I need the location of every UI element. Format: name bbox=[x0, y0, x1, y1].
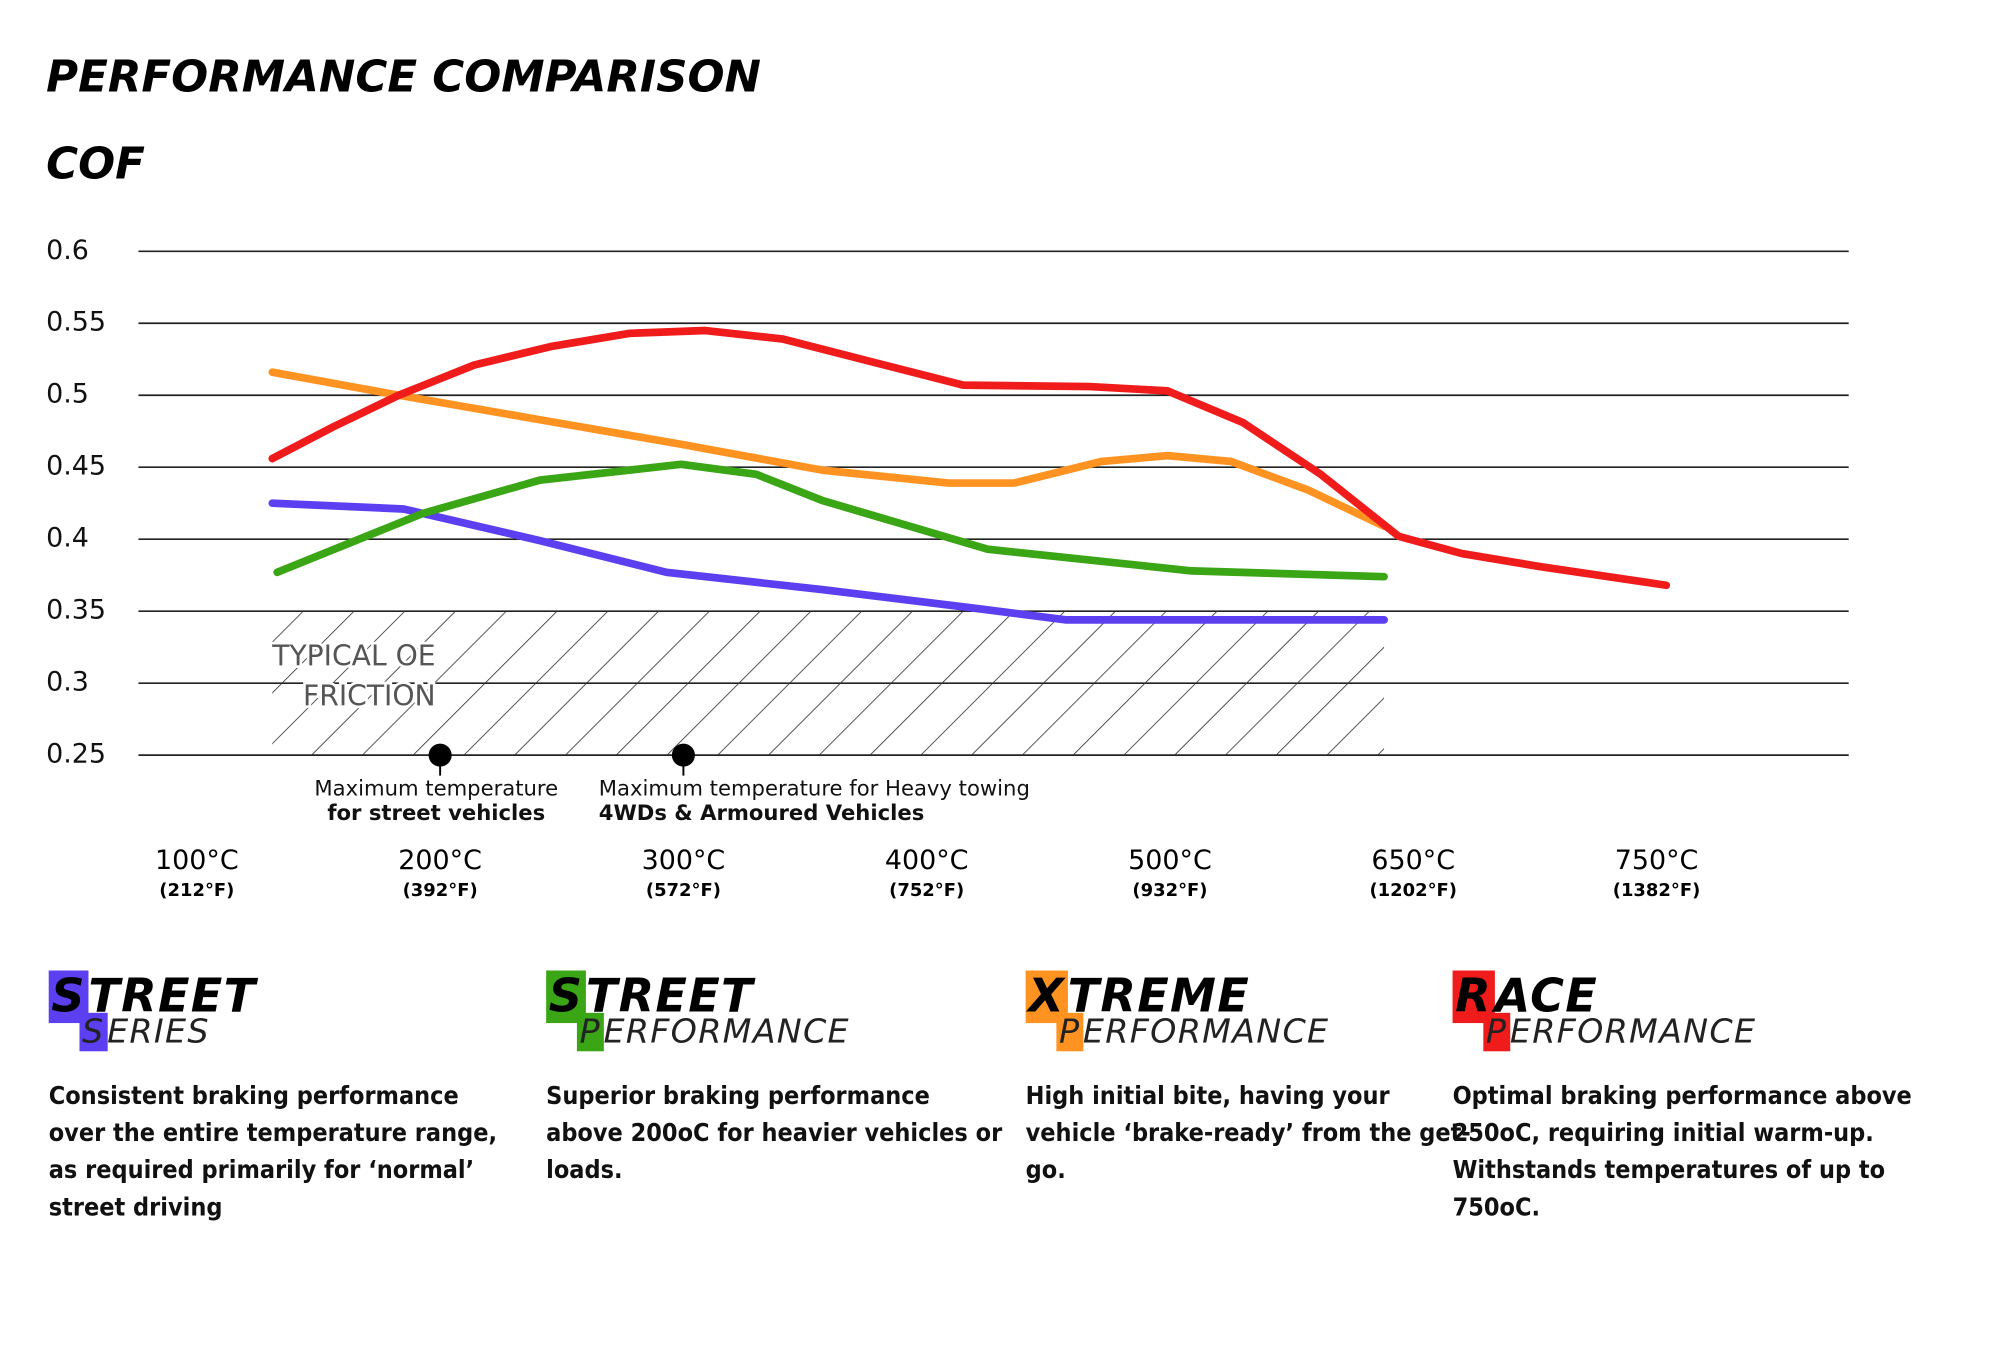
x-tick-label: 500°C bbox=[1128, 845, 1212, 876]
y-axis-label: COF bbox=[46, 140, 145, 190]
y-tick-label: 0.25 bbox=[46, 739, 106, 770]
logo-initial: S bbox=[79, 1012, 108, 1052]
x-tick-sublabel: (1382°F) bbox=[1613, 880, 1701, 901]
product-logo: XTREME PERFORMANCE bbox=[1025, 970, 1488, 1059]
product: RACE PERFORMANCE Optimal braking performan… bbox=[1452, 970, 1915, 1225]
annotation-text: Maximum temperature for Heavy towing bbox=[599, 776, 1030, 801]
x-tick-sublabel: (932°F) bbox=[1132, 880, 1207, 901]
annotation-text: for street vehicles bbox=[327, 800, 545, 825]
logo-top: STREET bbox=[48, 970, 511, 1024]
x-tick-label: 200°C bbox=[398, 845, 482, 876]
y-tick-label: 0.45 bbox=[46, 451, 106, 482]
y-tick-label: 0.5 bbox=[46, 379, 89, 410]
logo-bottom: PERFORMANCE bbox=[576, 1012, 1008, 1052]
product-description: Superior braking performance above 200oC… bbox=[546, 1080, 1003, 1185]
x-tick-sublabel: (572°F) bbox=[646, 880, 721, 901]
product-description: High initial bite, having your vehicle ‘… bbox=[1025, 1080, 1471, 1185]
x-tick-sublabel: (392°F) bbox=[403, 880, 478, 901]
product-description: Optimal braking performance above 250oC,… bbox=[1452, 1080, 1912, 1222]
logo-initial: X bbox=[1025, 970, 1068, 1024]
y-tick-label: 0.35 bbox=[46, 595, 106, 626]
series-line bbox=[268, 499, 1388, 624]
annotation-text: 4WDs & Armoured Vehicles bbox=[599, 800, 925, 825]
product-logo: STREET PERFORMANCE bbox=[546, 970, 1008, 1059]
logo-top: STREET bbox=[546, 970, 1008, 1024]
y-tick-label: 0.4 bbox=[46, 523, 89, 554]
logo-top: XTREME bbox=[1025, 970, 1488, 1024]
y-tick-label: 0.6 bbox=[46, 235, 89, 266]
product-logo: STREET SERIES bbox=[48, 970, 511, 1059]
band-label: TYPICAL OE bbox=[271, 640, 435, 673]
logo-initial: P bbox=[1056, 1012, 1083, 1052]
y-tick-label: 0.3 bbox=[46, 667, 89, 698]
product-logo: RACE PERFORMANCE bbox=[1452, 970, 1915, 1059]
x-tick-sublabel: (752°F) bbox=[889, 880, 964, 901]
logo-initial: P bbox=[576, 1012, 604, 1052]
x-tick-label: 100°C bbox=[155, 845, 239, 876]
y-tick-label: 0.55 bbox=[46, 307, 106, 338]
logo-top: RACE bbox=[1452, 970, 1915, 1024]
x-tick-label: 400°C bbox=[885, 845, 969, 876]
x-tick-label: 750°C bbox=[1615, 845, 1699, 876]
annotation-marker bbox=[428, 743, 452, 767]
product: XTREME PERFORMANCE High initial bite, havi… bbox=[1025, 970, 1488, 1188]
logo-bottom: SERIES bbox=[79, 1012, 510, 1052]
x-tick-sublabel: (212°F) bbox=[159, 880, 234, 901]
annotation-text: Maximum temperature bbox=[314, 776, 558, 801]
chart-title: PERFORMANCE COMPARISON bbox=[46, 52, 761, 102]
product-description: Consistent braking performance over the … bbox=[48, 1080, 498, 1222]
logo-initial: P bbox=[1483, 1012, 1510, 1052]
series-line bbox=[273, 460, 1388, 581]
band-label: FRICTION bbox=[303, 679, 436, 712]
product: STREET PERFORMANCE Superior braking perfor… bbox=[546, 970, 1008, 1188]
annotation-marker bbox=[671, 743, 695, 767]
product: STREET SERIES Consistent braking performan… bbox=[48, 970, 511, 1225]
logo-bottom: PERFORMANCE bbox=[1056, 1012, 1487, 1052]
chart: PERFORMANCE COMPARISON COF 0.6 0.55 0.5 0.4… bbox=[46, 52, 1849, 901]
series-line bbox=[268, 326, 1671, 590]
x-tick-sublabel: (1202°F) bbox=[1369, 880, 1457, 901]
logo-initial: S bbox=[48, 970, 89, 1024]
logo-bottom: PERFORMANCE bbox=[1483, 1012, 1914, 1052]
x-tick-label: 300°C bbox=[642, 845, 726, 876]
x-tick-label: 650°C bbox=[1371, 845, 1455, 876]
hatch-band bbox=[272, 611, 1385, 756]
series-line bbox=[268, 368, 1388, 531]
